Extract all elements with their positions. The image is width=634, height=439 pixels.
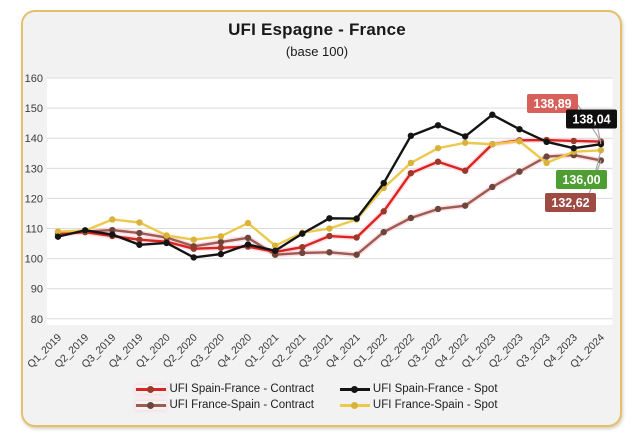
series-point-2 bbox=[109, 226, 116, 234]
series-point-3 bbox=[190, 236, 197, 243]
series-point-2 bbox=[461, 202, 469, 209]
legend-item-france-spain-contract: UFI France-Spain - Contract bbox=[136, 399, 314, 411]
series-point-1 bbox=[54, 233, 62, 240]
series-point-1 bbox=[244, 241, 252, 248]
series-point-3 bbox=[461, 139, 469, 146]
series-point-1 bbox=[380, 179, 387, 187]
legend-marker-france-spain-spot-icon bbox=[339, 401, 370, 410]
series-point-3 bbox=[163, 232, 170, 239]
series-point-1 bbox=[461, 133, 469, 140]
series-point-0 bbox=[190, 245, 197, 252]
series-point-3 bbox=[434, 144, 442, 152]
series-point-0 bbox=[353, 234, 360, 241]
y-axis-tick-label: 120 bbox=[25, 193, 43, 205]
y-axis-tick-label: 100 bbox=[25, 254, 43, 266]
legend-marker-spain-france-spot-icon bbox=[339, 385, 370, 394]
data-label-value: 138,89 bbox=[533, 97, 571, 111]
series-point-0 bbox=[299, 243, 306, 251]
series-point-2 bbox=[516, 168, 523, 175]
data-label-value: 132,62 bbox=[551, 196, 589, 210]
series-point-3 bbox=[271, 242, 279, 249]
series-point-3 bbox=[109, 216, 116, 223]
y-axis-tick-label: 160 bbox=[25, 73, 43, 85]
y-axis-tick-label: 150 bbox=[25, 103, 43, 115]
series-point-1 bbox=[271, 247, 279, 254]
series-point-2 bbox=[299, 249, 306, 257]
chart-subtitle: (base 100) bbox=[285, 44, 349, 59]
series-point-3 bbox=[543, 159, 550, 167]
label-callout bbox=[597, 128, 602, 145]
series-point-1 bbox=[516, 126, 523, 133]
data-label-value: 138,04 bbox=[572, 113, 610, 127]
series-point-2 bbox=[326, 249, 333, 256]
data-label-box bbox=[545, 193, 596, 212]
series-point-2 bbox=[489, 183, 496, 191]
series-point-1 bbox=[434, 122, 442, 129]
legend-marker-france-spain-contract-icon bbox=[136, 401, 167, 410]
series-point-1 bbox=[163, 239, 170, 247]
series-point-1 bbox=[570, 144, 577, 152]
series-point-3 bbox=[54, 228, 62, 235]
legend-label: UFI France-Spain - Contract bbox=[169, 399, 314, 411]
y-axis-tick-label: 140 bbox=[25, 133, 43, 145]
series-point-0 bbox=[136, 236, 143, 243]
series-point-2 bbox=[434, 205, 442, 213]
legend-label: UFI France-Spain - Spot bbox=[372, 399, 498, 411]
series-point-2 bbox=[353, 251, 360, 258]
series-point-1 bbox=[136, 241, 143, 248]
y-axis-tick-label: 80 bbox=[31, 314, 43, 326]
series-point-2 bbox=[244, 234, 252, 242]
plot-area bbox=[47, 78, 613, 325]
legend-row-2: UFI France-Spain - Contract UFI France-S… bbox=[136, 399, 498, 411]
series-point-0 bbox=[380, 208, 387, 215]
series-point-1 bbox=[81, 227, 89, 234]
series-point-0 bbox=[326, 232, 333, 240]
data-label-value: 136,00 bbox=[562, 173, 600, 187]
series-point-0 bbox=[434, 158, 442, 165]
series-point-3 bbox=[244, 219, 252, 227]
chart-title: UFI Espagne - France bbox=[228, 20, 406, 39]
legend-item-spain-france-spot: UFI Spain-France - Spot bbox=[339, 383, 498, 395]
legend-marker-spain-france-contract-icon bbox=[136, 385, 167, 394]
series-point-1 bbox=[190, 254, 197, 261]
legend-label: UFI Spain-France - Spot bbox=[372, 383, 498, 395]
series-point-3 bbox=[516, 138, 523, 145]
series-point-3 bbox=[326, 225, 333, 232]
label-callout bbox=[595, 150, 602, 171]
series-point-1 bbox=[407, 132, 415, 140]
legend-label: UFI Spain-France - Contract bbox=[169, 383, 314, 395]
series-point-1 bbox=[326, 215, 333, 222]
legend-row-1: UFI Spain-France - Contract UFI Spain-Fr… bbox=[136, 383, 498, 395]
data-label-box bbox=[527, 94, 578, 113]
series-point-2 bbox=[136, 229, 143, 237]
series-point-2 bbox=[543, 153, 550, 160]
series-point-1 bbox=[299, 230, 306, 237]
data-label-box bbox=[566, 109, 617, 129]
series-point-1 bbox=[109, 231, 116, 238]
series-point-0 bbox=[217, 244, 225, 251]
data-label-box bbox=[556, 170, 607, 189]
series-point-1 bbox=[489, 111, 496, 118]
series-point-2 bbox=[380, 228, 387, 236]
legend-item-spain-france-contract: UFI Spain-France - Contract bbox=[136, 383, 314, 395]
y-axis-tick-label: 130 bbox=[25, 163, 43, 175]
series-point-3 bbox=[136, 219, 143, 226]
y-axis-tick-label: 110 bbox=[25, 224, 43, 236]
series-point-2 bbox=[407, 214, 415, 222]
series-point-3 bbox=[407, 159, 415, 167]
legend-item-france-spain-spot: UFI France-Spain - Spot bbox=[339, 399, 498, 411]
series-point-2 bbox=[217, 238, 225, 246]
series-point-1 bbox=[543, 138, 550, 146]
series-point-3 bbox=[489, 141, 496, 148]
series-point-1 bbox=[217, 250, 225, 258]
series-point-0 bbox=[407, 169, 415, 177]
series-point-3 bbox=[217, 233, 225, 240]
y-axis-tick-label: 90 bbox=[31, 284, 43, 296]
chart-legend: UFI Spain-France - Contract UFI Spain-Fr… bbox=[0, 383, 634, 411]
series-point-0 bbox=[461, 167, 469, 174]
series-point-1 bbox=[353, 215, 360, 222]
series-point-0 bbox=[570, 137, 577, 145]
